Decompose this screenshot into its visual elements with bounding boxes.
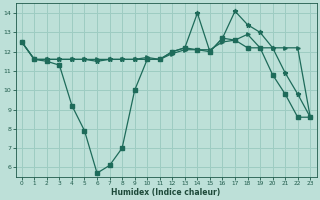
- X-axis label: Humidex (Indice chaleur): Humidex (Indice chaleur): [111, 188, 221, 197]
